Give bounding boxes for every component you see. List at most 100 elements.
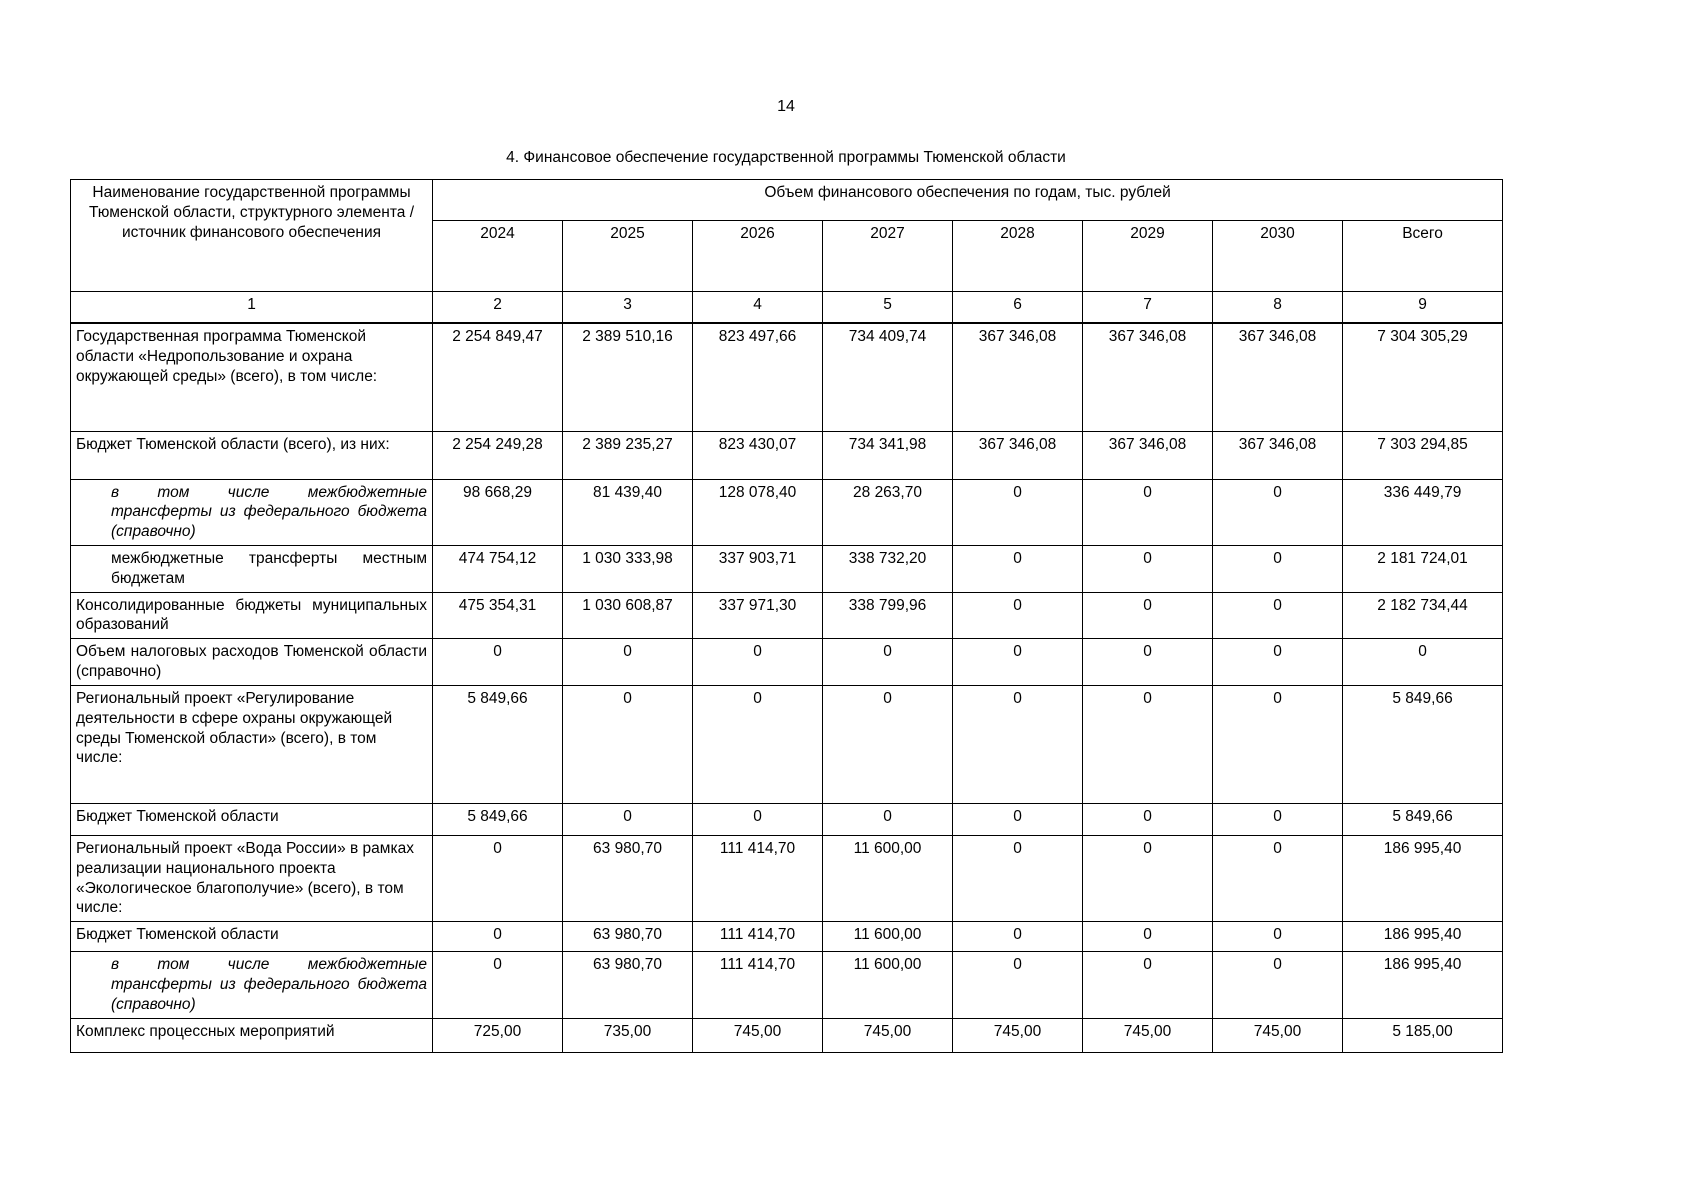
column-index-cell: 1: [70, 291, 433, 324]
value-cell: 337 903,71: [692, 544, 823, 593]
table-row: межбюджетные трансферты местным бюджетам…: [70, 544, 1504, 593]
value-cell: 111 414,70: [692, 951, 823, 1019]
value-cell: 338 799,96: [822, 591, 953, 640]
value-cell: 5 849,66: [1341, 802, 1504, 836]
table-row: Региональный проект «Регулирование деяте…: [70, 684, 1504, 804]
value-cell: 0: [952, 834, 1083, 923]
value-cell: 0: [1082, 544, 1213, 593]
value-cell: 1 030 333,98: [562, 544, 693, 593]
value-cell: 186 995,40: [1341, 921, 1504, 953]
column-index-cell: 6: [952, 291, 1083, 324]
value-cell: 0: [692, 684, 823, 804]
value-cell: 1 030 608,87: [562, 591, 693, 640]
table-row: Государственная программа Тюменской обла…: [70, 322, 1504, 432]
value-cell: 2 182 734,44: [1341, 591, 1504, 640]
value-cell: 0: [822, 802, 953, 836]
column-index-cell: 7: [1082, 291, 1213, 324]
value-cell: 0: [822, 684, 953, 804]
group-column-header: Объем финансового обеспечения по годам, …: [431, 179, 1504, 221]
value-cell: 367 346,08: [1082, 430, 1213, 480]
value-cell: 745,00: [1212, 1017, 1343, 1053]
value-cell: 0: [562, 684, 693, 804]
value-cell: 0: [952, 802, 1083, 836]
group-header-row: Наименование государственной программы Т…: [70, 179, 1504, 292]
page-content: 1 4 4. Финансовое обеспечение государстве…: [70, 0, 1504, 1053]
value-cell: 0: [822, 638, 953, 686]
year-column-header: Всего: [1341, 220, 1504, 292]
value-cell: 28 263,70: [822, 478, 953, 546]
row-label: Региональный проект «Вода России» в рамк…: [70, 834, 433, 923]
table-row: Бюджет Тюменской области (всего), из них…: [70, 430, 1504, 480]
value-cell: 367 346,08: [1212, 430, 1343, 480]
value-cell: 63 980,70: [562, 834, 693, 923]
column-index-cell: 4: [692, 291, 823, 324]
row-label: в том числе межбюджетные трансферты из ф…: [70, 951, 433, 1019]
value-cell: 367 346,08: [1082, 322, 1213, 432]
year-column-header: 2030: [1212, 220, 1343, 292]
column-index-cell: 5: [822, 291, 953, 324]
table-row: в том числе межбюджетные трансферты из ф…: [70, 951, 1504, 1019]
column-index-cell: 3: [562, 291, 693, 324]
value-cell: 11 600,00: [822, 834, 953, 923]
value-cell: 0: [952, 684, 1083, 804]
value-cell: 0: [1082, 638, 1213, 686]
table-row: Бюджет Тюменской области 0 63 980,70 111 41…: [70, 921, 1504, 953]
value-cell: 0: [1082, 834, 1213, 923]
value-cell: 0: [952, 478, 1083, 546]
value-cell: 5 849,66: [432, 802, 563, 836]
value-cell: 0: [1212, 591, 1343, 640]
value-cell: 186 995,40: [1341, 951, 1504, 1019]
value-cell: 0: [432, 921, 563, 953]
year-header-row: 2024 2025 2026 2027 2028 2029 2030 Всего: [71, 220, 1504, 292]
value-cell: 0: [1212, 802, 1343, 836]
row-label: Комплекс процессных мероприятий: [70, 1017, 433, 1053]
page-title: 4. Финансовое обеспечение государственно…: [506, 149, 1066, 166]
year-column-header: 2029: [1082, 220, 1213, 292]
year-column-header: 2024: [432, 220, 563, 292]
value-cell: 2 254 249,28: [432, 430, 563, 480]
value-cell: 0: [1212, 834, 1343, 923]
value-cell: 474 754,12: [432, 544, 563, 593]
column-index-cell: 2: [432, 291, 563, 324]
value-cell: 338 732,20: [822, 544, 953, 593]
value-cell: 7 304 305,29: [1341, 322, 1504, 432]
value-cell: 63 980,70: [562, 921, 693, 953]
value-cell: 0: [432, 951, 563, 1019]
value-cell: 0: [1082, 951, 1213, 1019]
value-cell: 475 354,31: [432, 591, 563, 640]
value-cell: 0: [1082, 591, 1213, 640]
table-row: Комплекс процессных мероприятий 725,00 735…: [70, 1017, 1504, 1053]
value-cell: 337 971,30: [692, 591, 823, 640]
value-cell: 11 600,00: [822, 921, 953, 953]
value-cell: 81 439,40: [562, 478, 693, 546]
value-cell: 734 341,98: [822, 430, 953, 480]
value-cell: 367 346,08: [952, 322, 1083, 432]
row-label: Объем налоговых расходов Тюменской облас…: [70, 638, 433, 686]
value-cell: 823 497,66: [692, 322, 823, 432]
value-cell: 0: [1082, 684, 1213, 804]
row-label: Региональный проект «Регулирование деяте…: [70, 684, 433, 804]
value-cell: 128 078,40: [692, 478, 823, 546]
value-cell: 186 995,40: [1341, 834, 1504, 923]
value-cell: 0: [692, 802, 823, 836]
value-cell: 0: [1212, 684, 1343, 804]
value-cell: 2 254 849,47: [432, 322, 563, 432]
value-cell: 734 409,74: [822, 322, 953, 432]
value-cell: 745,00: [822, 1017, 953, 1053]
value-cell: 0: [1212, 544, 1343, 593]
value-cell: 725,00: [432, 1017, 563, 1053]
value-cell: 0: [952, 638, 1083, 686]
value-cell: 0: [1082, 478, 1213, 546]
value-cell: 0: [952, 544, 1083, 593]
row-label: межбюджетные трансферты местным бюджетам: [70, 544, 433, 593]
value-cell: 11 600,00: [822, 951, 953, 1019]
row-label: Консолидированные бюджеты муниципальных …: [70, 591, 433, 640]
table-body: Государственная программа Тюменской обла…: [70, 322, 1504, 1053]
column-index-cell: 8: [1212, 291, 1343, 324]
value-cell: 0: [432, 834, 563, 923]
value-cell: 745,00: [692, 1017, 823, 1053]
value-cell: 823 430,07: [692, 430, 823, 480]
year-column-header: 2025: [562, 220, 693, 292]
value-cell: 0: [952, 921, 1083, 953]
